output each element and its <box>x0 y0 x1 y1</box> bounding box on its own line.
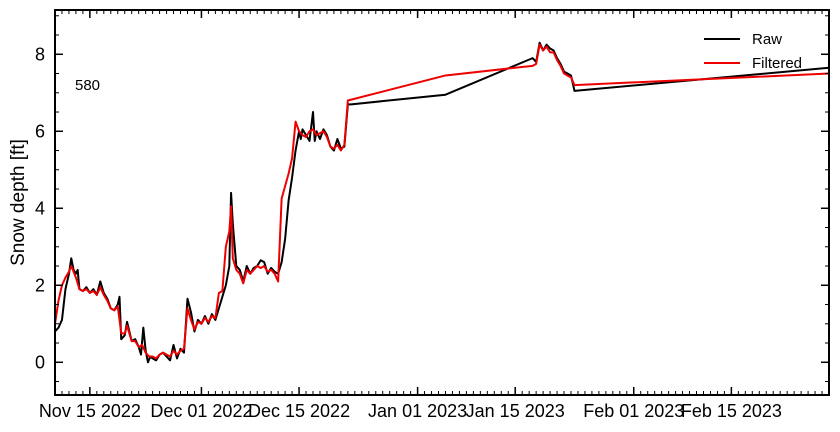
series-line-filtered <box>55 43 829 360</box>
x-tick-label: Nov 15 2022 <box>39 401 141 421</box>
axis-ticks <box>54 10 830 395</box>
y-tick-label: 2 <box>35 275 45 295</box>
y-tick-label: 0 <box>35 352 45 372</box>
x-tick-label: Dec 01 2022 <box>150 401 252 421</box>
x-tick-label: Jan 01 2023 <box>368 401 467 421</box>
legend-label-filtered: Filtered <box>752 55 802 72</box>
x-tick-label: Feb 01 2023 <box>583 401 684 421</box>
y-tick-label: 8 <box>35 44 45 64</box>
x-tick-label: Dec 15 2022 <box>248 401 350 421</box>
y-tick-label: 4 <box>35 198 45 218</box>
y-tick-label: 6 <box>35 121 45 141</box>
x-tick-label: Jan 15 2023 <box>466 401 565 421</box>
legend: Raw Filtered <box>704 31 802 72</box>
plot-frame <box>54 9 830 396</box>
legend-label-raw: Raw <box>752 31 782 48</box>
series-layer <box>55 41 829 364</box>
series-line-raw <box>55 41 829 364</box>
y-axis-label: Snow depth [ft] <box>8 139 29 266</box>
station-annotation: 580 <box>75 77 100 94</box>
x-tick-label: Feb 15 2023 <box>681 401 782 421</box>
